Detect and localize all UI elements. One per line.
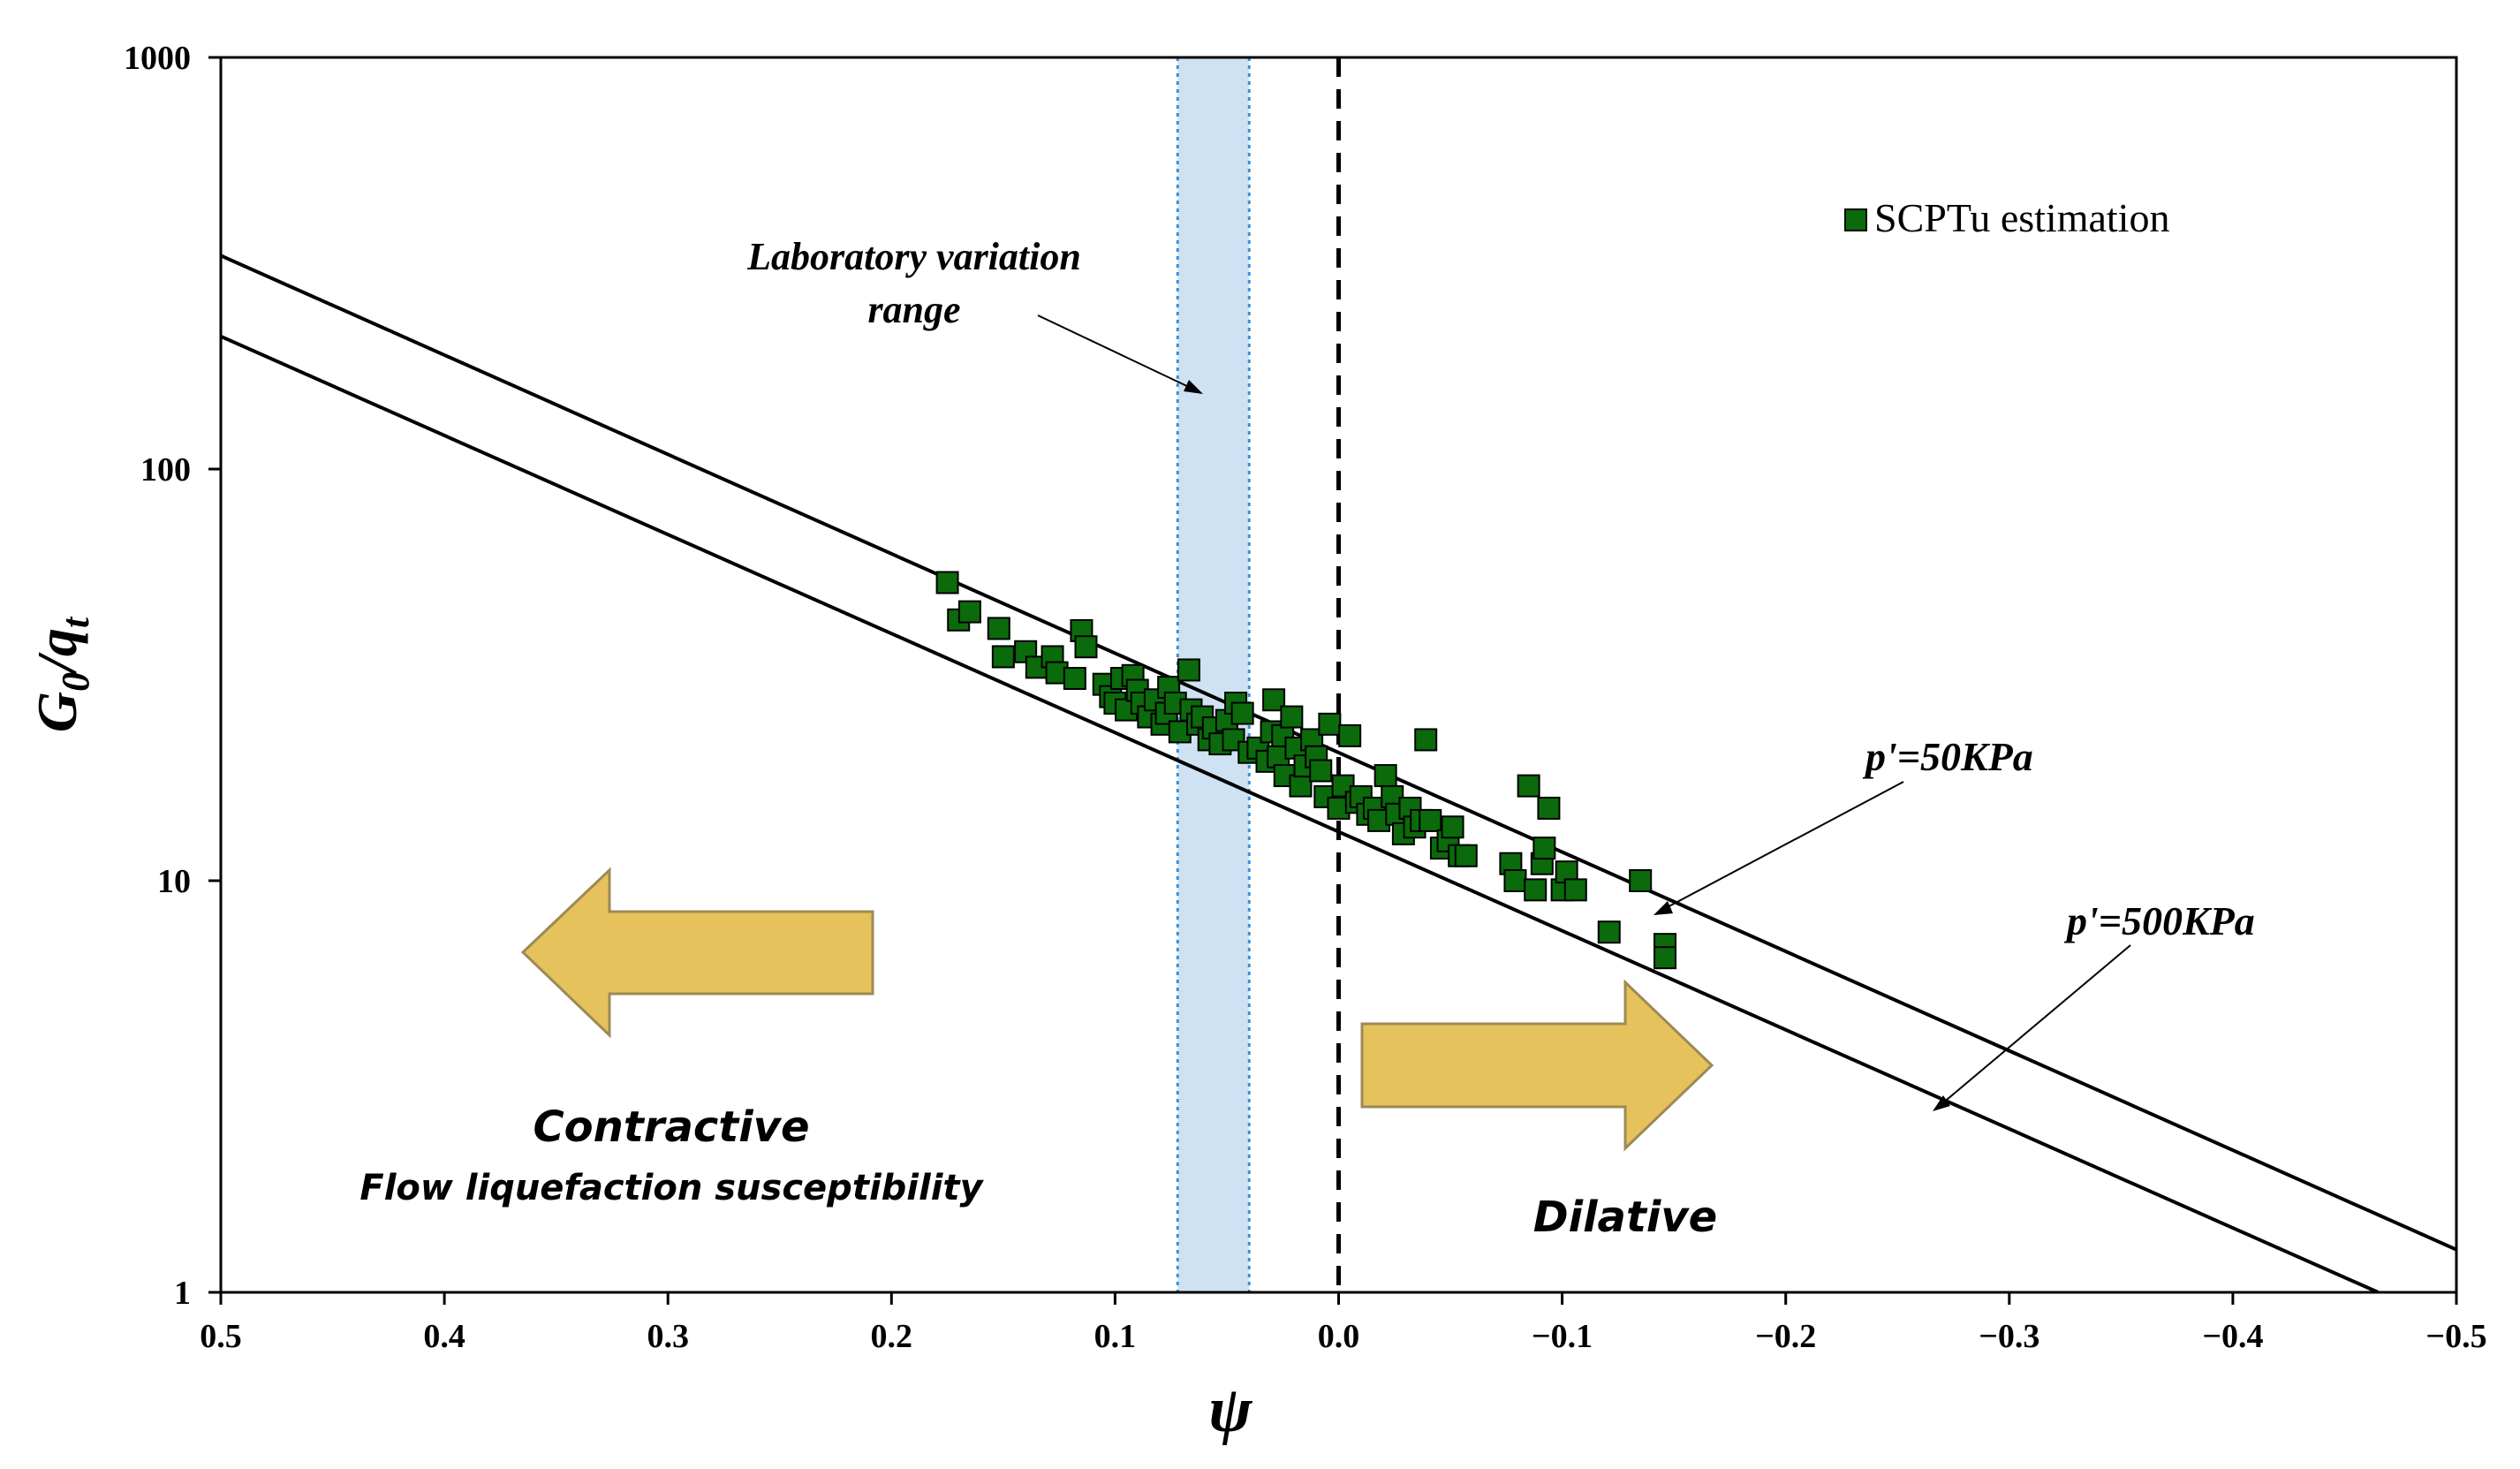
y-axis-label-g: G [26, 692, 88, 732]
x-tick-label: −0.2 [1755, 1318, 1816, 1355]
dilative-arrow [1360, 979, 1714, 1152]
data-point [1654, 946, 1677, 970]
data-point [1629, 869, 1653, 892]
data-point [1517, 774, 1540, 798]
data-point [1374, 764, 1397, 788]
reference-line-p500 [221, 335, 2380, 1292]
x-tick-label: −0.1 [1532, 1318, 1593, 1355]
data-point [1597, 920, 1621, 944]
x-axis-label: ψ [1208, 1374, 1252, 1446]
data-point [1563, 878, 1587, 902]
data-point [1318, 712, 1342, 736]
data-point [1280, 705, 1304, 729]
dilative-label: Dilative [1533, 1193, 1717, 1242]
data-point [957, 600, 981, 624]
y-axis-label-subt: t [54, 616, 97, 628]
x-tick-label: −0.5 [2425, 1318, 2486, 1355]
p50-pointer-line [1661, 781, 1904, 911]
p50-pointer-head [1654, 901, 1673, 915]
data-point [1289, 774, 1313, 798]
data-point [1537, 796, 1561, 820]
data-point [1074, 635, 1098, 659]
y-axis-ticks: 1 10 100 1000 [124, 40, 221, 1312]
x-axis-ticks: 0.5 0.4 0.3 0.2 0.1 0.0 −0.1 −0.2 −0.3 −0.4 −0.5 [200, 1292, 2487, 1355]
data-point [1414, 728, 1438, 752]
flow-liquefaction-label: Flow liquefaction susceptibility [359, 1168, 984, 1208]
reference-line-p50 [221, 254, 2456, 1252]
x-tick-label: 0.1 [1094, 1318, 1137, 1355]
y-axis-label-q: /q [26, 628, 88, 676]
legend-marker [1844, 208, 1867, 231]
scatter-series [935, 571, 1677, 970]
y-axis-label-sub0: 0 [54, 672, 97, 692]
x-tick-label: −0.3 [1979, 1318, 2039, 1355]
x-tick-label: 0.0 [1318, 1318, 1360, 1355]
y-tick-label: 100 [140, 451, 191, 488]
y-axis-label: G0/qt [26, 616, 97, 732]
contractive-label: Contractive [533, 1102, 809, 1152]
p500-pointer-line [1941, 944, 2131, 1105]
laboratory-label-line2: range [867, 288, 960, 331]
data-point [1230, 701, 1254, 725]
laboratory-label-line1: Laboratory variation [746, 235, 1081, 278]
data-point [991, 645, 1015, 669]
y-tick-label: 10 [157, 863, 191, 900]
y-tick-label: 1000 [124, 40, 191, 77]
x-tick-label: 0.2 [871, 1318, 913, 1355]
x-tick-label: 0.3 [647, 1318, 689, 1355]
data-point [1177, 658, 1200, 682]
p50-label: p'=50KPa [1862, 734, 2033, 779]
data-point [1454, 844, 1478, 867]
p500-label: p'=500KPa [2063, 898, 2255, 943]
x-tick-label: −0.4 [2202, 1318, 2263, 1355]
data-point [1063, 667, 1086, 691]
laboratory-pointer-line [1037, 314, 1193, 390]
data-point [1441, 815, 1464, 839]
legend-label: SCPTu estimation [1874, 195, 2169, 240]
laboratory-pointer-head [1184, 380, 1203, 394]
data-point [1309, 759, 1333, 783]
contractive-arrow [520, 867, 874, 1039]
data-point [1338, 723, 1362, 747]
data-point [935, 571, 959, 594]
data-point [1503, 869, 1527, 892]
data-point [1419, 808, 1442, 832]
x-tick-label: 0.4 [423, 1318, 465, 1355]
legend: SCPTu estimation [1844, 195, 2169, 240]
y-tick-label: 1 [174, 1275, 191, 1312]
data-point [1524, 878, 1548, 902]
data-point [1532, 837, 1556, 860]
data-point [987, 617, 1010, 640]
p500-pointer-head [1933, 1095, 1950, 1111]
x-tick-label: 0.5 [200, 1318, 242, 1355]
